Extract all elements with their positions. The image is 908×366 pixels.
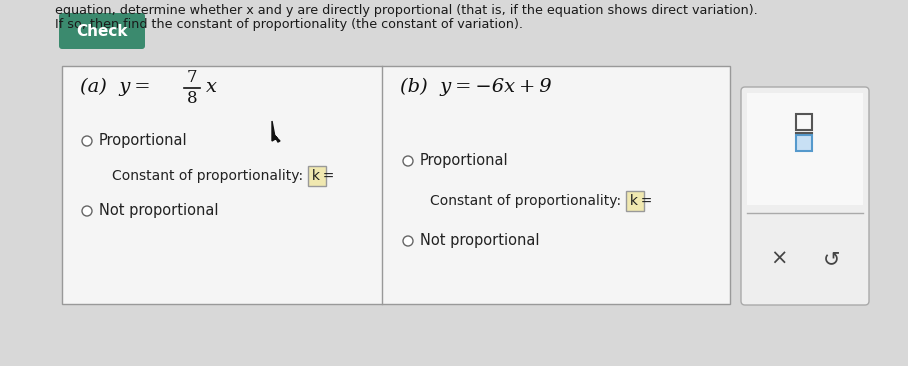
Text: ×: ×	[770, 249, 787, 269]
Circle shape	[82, 136, 92, 146]
FancyBboxPatch shape	[308, 166, 326, 186]
Text: 7: 7	[187, 69, 197, 86]
Circle shape	[82, 206, 92, 216]
FancyBboxPatch shape	[796, 114, 812, 130]
Text: Check: Check	[76, 23, 128, 38]
Text: Proportional: Proportional	[99, 134, 188, 149]
FancyBboxPatch shape	[741, 87, 869, 305]
FancyBboxPatch shape	[626, 191, 644, 211]
FancyBboxPatch shape	[796, 135, 812, 151]
Text: x: x	[206, 78, 217, 96]
FancyBboxPatch shape	[747, 93, 863, 205]
Circle shape	[403, 236, 413, 246]
FancyBboxPatch shape	[59, 13, 145, 49]
Polygon shape	[272, 121, 280, 142]
Text: (a)  y =: (a) y =	[80, 78, 151, 96]
Text: 8: 8	[187, 90, 197, 107]
Text: (b)  y = −6x + 9: (b) y = −6x + 9	[400, 78, 552, 96]
Text: Proportional: Proportional	[420, 153, 508, 168]
Text: Not proportional: Not proportional	[420, 234, 539, 249]
Text: Not proportional: Not proportional	[99, 203, 219, 219]
Text: Constant of proportionality:  k =: Constant of proportionality: k =	[112, 169, 337, 183]
FancyBboxPatch shape	[62, 66, 730, 304]
Text: If so, then find the constant of proportionality (the constant of variation).: If so, then find the constant of proport…	[55, 18, 523, 31]
Text: ↺: ↺	[823, 249, 840, 269]
Text: equation, determine whether x and y are directly proportional (that is, if the e: equation, determine whether x and y are …	[55, 4, 758, 17]
Text: Constant of proportionality:  k =: Constant of proportionality: k =	[430, 194, 656, 208]
Circle shape	[403, 156, 413, 166]
